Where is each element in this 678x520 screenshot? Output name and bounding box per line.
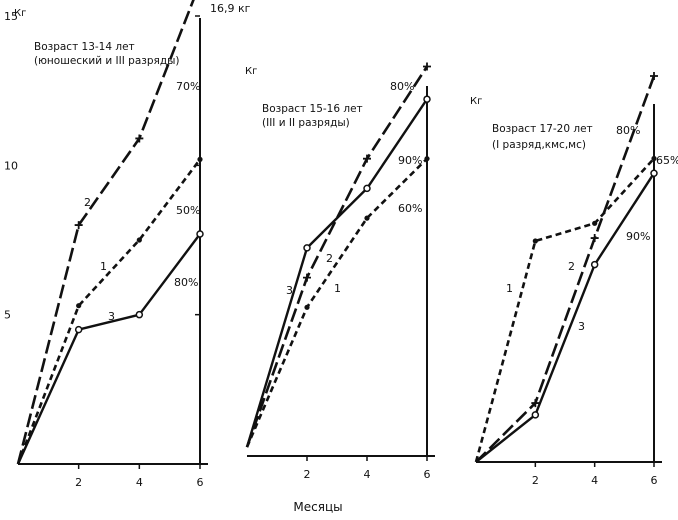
data-point xyxy=(363,184,371,193)
data-point xyxy=(74,221,83,230)
series-number-label: 3 xyxy=(108,310,115,323)
data-point xyxy=(136,237,142,243)
data-point xyxy=(135,310,144,319)
data-point xyxy=(135,134,144,143)
data-point xyxy=(197,156,203,162)
series-number-label: 1 xyxy=(100,260,107,273)
series-number-label: 2 xyxy=(84,196,91,209)
data-point xyxy=(590,234,599,243)
chart-panel-2: Кг Возраст 15-16 лет (III и II разряды) 2 4 6… xyxy=(245,62,435,481)
y-tick-label: 10 xyxy=(4,159,18,172)
panel-title: Возраст 15-16 лет xyxy=(262,103,363,115)
data-point xyxy=(76,303,82,309)
x-axis-label: Месяцы xyxy=(293,500,342,514)
series-number-label: 1 xyxy=(334,282,341,295)
series-line-1 xyxy=(16,158,202,465)
chart-panel-3: Кг Возраст 17-20 лет (I разряд,кмс,мс) 2 4 6 6… xyxy=(470,71,678,487)
series-line-1 xyxy=(245,157,428,448)
x-tick-label: 6 xyxy=(651,474,658,487)
series-number-label: 2 xyxy=(568,260,575,273)
x-tick-label: 4 xyxy=(364,468,371,481)
series-line-3 xyxy=(475,172,656,463)
series-number-label: 3 xyxy=(578,320,585,333)
data-point xyxy=(650,71,658,80)
data-point xyxy=(303,244,311,252)
data-point xyxy=(651,155,657,162)
panel-subtitle: (I разряд,кмс,мс) xyxy=(492,139,586,151)
percent-label: 90% xyxy=(626,230,650,243)
panel-title: Возраст 17-20 лет xyxy=(492,123,593,135)
percent-label: 80% xyxy=(390,80,414,93)
x-tick-label: 6 xyxy=(197,476,204,489)
data-point xyxy=(196,230,204,238)
data-point xyxy=(423,62,431,71)
data-point xyxy=(304,304,310,310)
series-line-3 xyxy=(16,233,201,465)
data-point xyxy=(363,154,371,163)
series-line-1 xyxy=(474,157,655,463)
series-number-label: 2 xyxy=(326,252,333,265)
series-line-2 xyxy=(245,65,429,448)
percent-label: 80% xyxy=(616,124,640,137)
chart-panel-1: Кг Возраст 13-14 лет (юношеский и III разр… xyxy=(4,0,251,489)
y-tick-label: 15 xyxy=(4,10,18,23)
series-line-2 xyxy=(475,75,656,463)
data-point xyxy=(424,156,430,162)
data-point xyxy=(592,220,598,226)
data-point xyxy=(74,325,83,334)
data-point xyxy=(590,260,599,269)
data-point xyxy=(531,399,540,408)
percent-label: 50% xyxy=(176,204,200,217)
x-tick-label: 4 xyxy=(136,476,143,489)
panel-subtitle: (юношеский и III разряды) xyxy=(34,55,180,67)
x-tick-label: 6 xyxy=(424,468,431,481)
x-tick-label: 4 xyxy=(591,474,598,487)
data-point xyxy=(364,215,370,221)
percent-label: 65% xyxy=(656,154,678,167)
percent-label: 70% xyxy=(176,80,200,93)
panel-subtitle: (III и II разряды) xyxy=(262,117,350,129)
x-tick-label: 2 xyxy=(75,476,82,489)
data-point xyxy=(531,411,540,419)
panel-title: Возраст 13-14 лет xyxy=(34,41,135,53)
series-line-2 xyxy=(16,0,195,465)
data-point xyxy=(532,238,538,244)
percent-label: 80% xyxy=(174,276,198,289)
series-number-label: 1 xyxy=(506,282,513,295)
y-axis-label: Кг xyxy=(470,96,482,107)
percent-label: 90% xyxy=(398,154,422,167)
y-axis-label: Кг xyxy=(14,8,26,19)
y-tick-label: 5 xyxy=(4,309,11,322)
data-point xyxy=(650,169,658,177)
series-number-label: 3 xyxy=(286,284,293,297)
series-line-3 xyxy=(245,98,428,448)
data-point xyxy=(423,95,431,103)
x-tick-label: 2 xyxy=(304,468,311,481)
x-tick-label: 2 xyxy=(532,474,539,487)
y-axis-label: Кг xyxy=(245,66,257,77)
max-value-annotation: 16,9 кг xyxy=(210,2,251,15)
data-point xyxy=(303,273,311,282)
percent-label: 60% xyxy=(398,202,422,215)
